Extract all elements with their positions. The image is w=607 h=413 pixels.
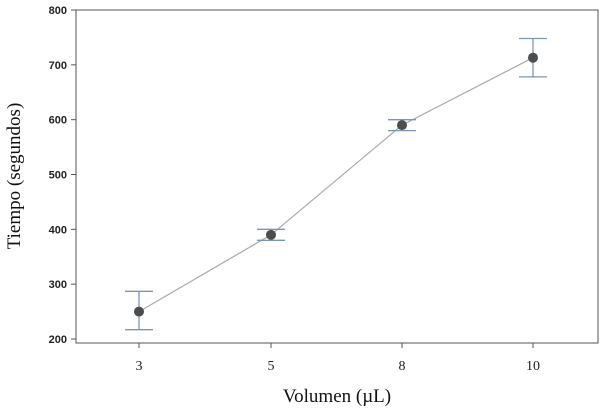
- x-axis: 3 5 8 10: [136, 343, 540, 374]
- y-tick-label: 500: [49, 170, 67, 182]
- y-tick-label: 600: [49, 115, 67, 127]
- data-point: [134, 306, 144, 317]
- data-point: [266, 229, 276, 240]
- series-layer: [125, 37, 547, 331]
- x-tick-label: 5: [268, 359, 275, 374]
- y-tick-label: 800: [49, 5, 67, 17]
- y-tick-label: 700: [49, 60, 67, 72]
- data-point: [528, 52, 538, 63]
- y-axis-label: Tiempo (segundos): [4, 103, 25, 250]
- x-tick-label: 10: [526, 359, 540, 374]
- x-axis-label: Volumen (µL): [283, 386, 391, 407]
- y-tick-label: 400: [49, 224, 67, 236]
- series-line: [138, 57, 534, 313]
- y-tick-label: 300: [49, 279, 67, 291]
- x-tick-label: 3: [136, 359, 143, 374]
- x-tick-label: 8: [399, 359, 406, 374]
- y-axis: 200 300 400 500 600 700 800: [49, 5, 76, 346]
- plot-frame: [75, 9, 599, 344]
- data-point: [397, 120, 407, 131]
- y-tick-label: 200: [49, 334, 67, 346]
